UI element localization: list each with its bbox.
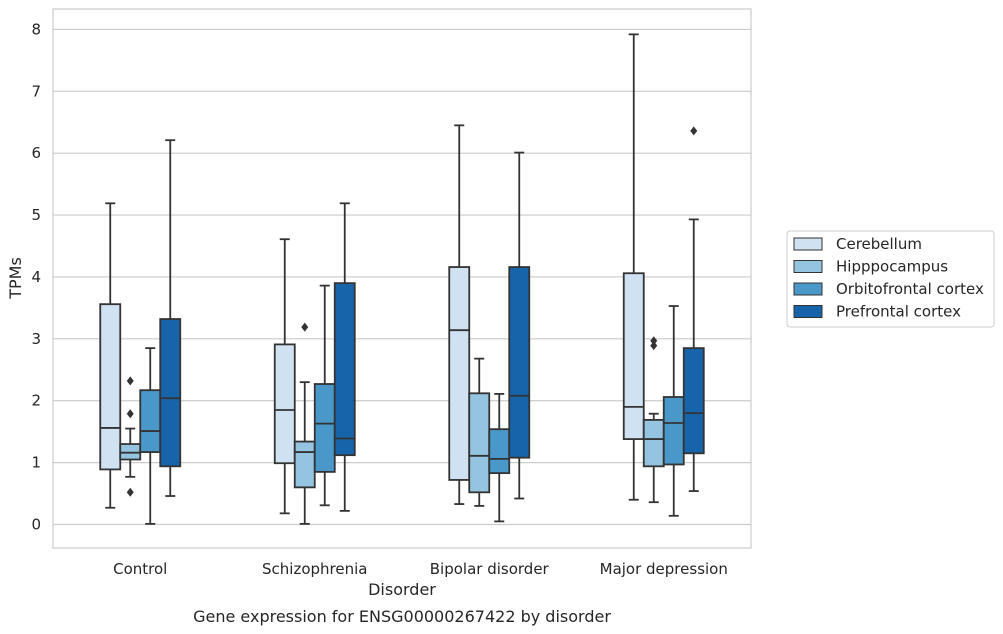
y-tick-label: 5 (31, 206, 41, 224)
legend-label: Hipppocampus (836, 258, 948, 276)
legend-frame (786, 230, 995, 328)
iqr-box (488, 428, 511, 475)
iqr-box (468, 392, 491, 494)
legend-swatch (793, 282, 823, 296)
outlier-point (690, 126, 698, 136)
legend: Cerebellum Hipppocampus Orbitofrontal cort… (786, 230, 995, 328)
legend-swatch (793, 237, 823, 251)
y-tick-label: 6 (31, 144, 41, 162)
iqr-box (333, 282, 356, 457)
iqr-box (293, 440, 316, 489)
outlier-point (301, 322, 309, 332)
plot-frame (52, 8, 752, 549)
iqr-box (119, 443, 142, 461)
y-tick-label: 4 (31, 268, 41, 286)
iqr-box (139, 389, 162, 453)
y-axis-label: TPMs (6, 257, 25, 300)
y-tick-label: 7 (31, 82, 41, 100)
box-prefrontal-cortex (682, 126, 705, 492)
box-cerebellum (273, 238, 296, 515)
iqr-box (508, 266, 531, 459)
box-hipppocampus (293, 322, 316, 525)
box-cerebellum (448, 124, 471, 505)
legend-label: Cerebellum (836, 235, 922, 253)
y-tick-label: 2 (31, 392, 41, 410)
outlier-point (126, 409, 134, 419)
box-prefrontal-cortex (508, 151, 531, 500)
box-orbitofrontal-cortex (313, 284, 336, 507)
y-tick-label: 3 (31, 330, 41, 348)
x-axis-label: Disorder (368, 580, 436, 599)
box-hipppocampus (642, 336, 665, 504)
iqr-box (99, 303, 122, 471)
y-tick-label: 1 (31, 454, 41, 472)
y-tick-labels: 0 1 2 3 4 5 6 7 8 (31, 20, 41, 533)
legend-label: Prefrontal cortex (836, 303, 961, 321)
outlier-point (126, 487, 134, 497)
legend-swatch (793, 305, 823, 318)
box-hipppocampus (468, 357, 491, 507)
iqr-box (159, 318, 182, 468)
iqr-box (622, 272, 645, 440)
y-tick-label: 8 (31, 20, 41, 38)
box-cerebellum (622, 33, 645, 501)
legend-swatch (793, 260, 823, 273)
box-orbitofrontal-cortex (662, 305, 685, 517)
y-tick-label: 0 (31, 515, 41, 533)
legend-label: Orbitofrontal cortex (836, 280, 984, 298)
figure-caption: Gene expression for ENSG00000267422 by d… (193, 607, 611, 626)
x-tick-label: Bipolar disorder (430, 560, 550, 578)
iqr-box (662, 396, 685, 466)
x-tick-label: Major depression (600, 560, 728, 578)
box-cerebellum (99, 202, 122, 509)
iqr-box (273, 343, 296, 465)
box-orbitofrontal-cortex (488, 393, 511, 523)
outlier-point (650, 341, 658, 351)
box-hipppocampus (119, 376, 142, 497)
x-tick-label: Control (113, 560, 167, 578)
iqr-box (642, 419, 665, 468)
outlier-point (650, 336, 658, 346)
x-tick-label: Schizophrenia (262, 560, 367, 578)
x-tick-labels: Control Schizophrenia Bipolar disorder Majo… (113, 560, 728, 578)
box-orbitofrontal-cortex (139, 347, 162, 525)
iqr-box (313, 383, 336, 473)
box-prefrontal-cortex (333, 202, 356, 512)
iqr-box (682, 347, 705, 455)
box-plots (99, 33, 705, 525)
box-prefrontal-cortex (159, 139, 182, 497)
outlier-point (126, 376, 134, 386)
iqr-box (448, 266, 471, 481)
